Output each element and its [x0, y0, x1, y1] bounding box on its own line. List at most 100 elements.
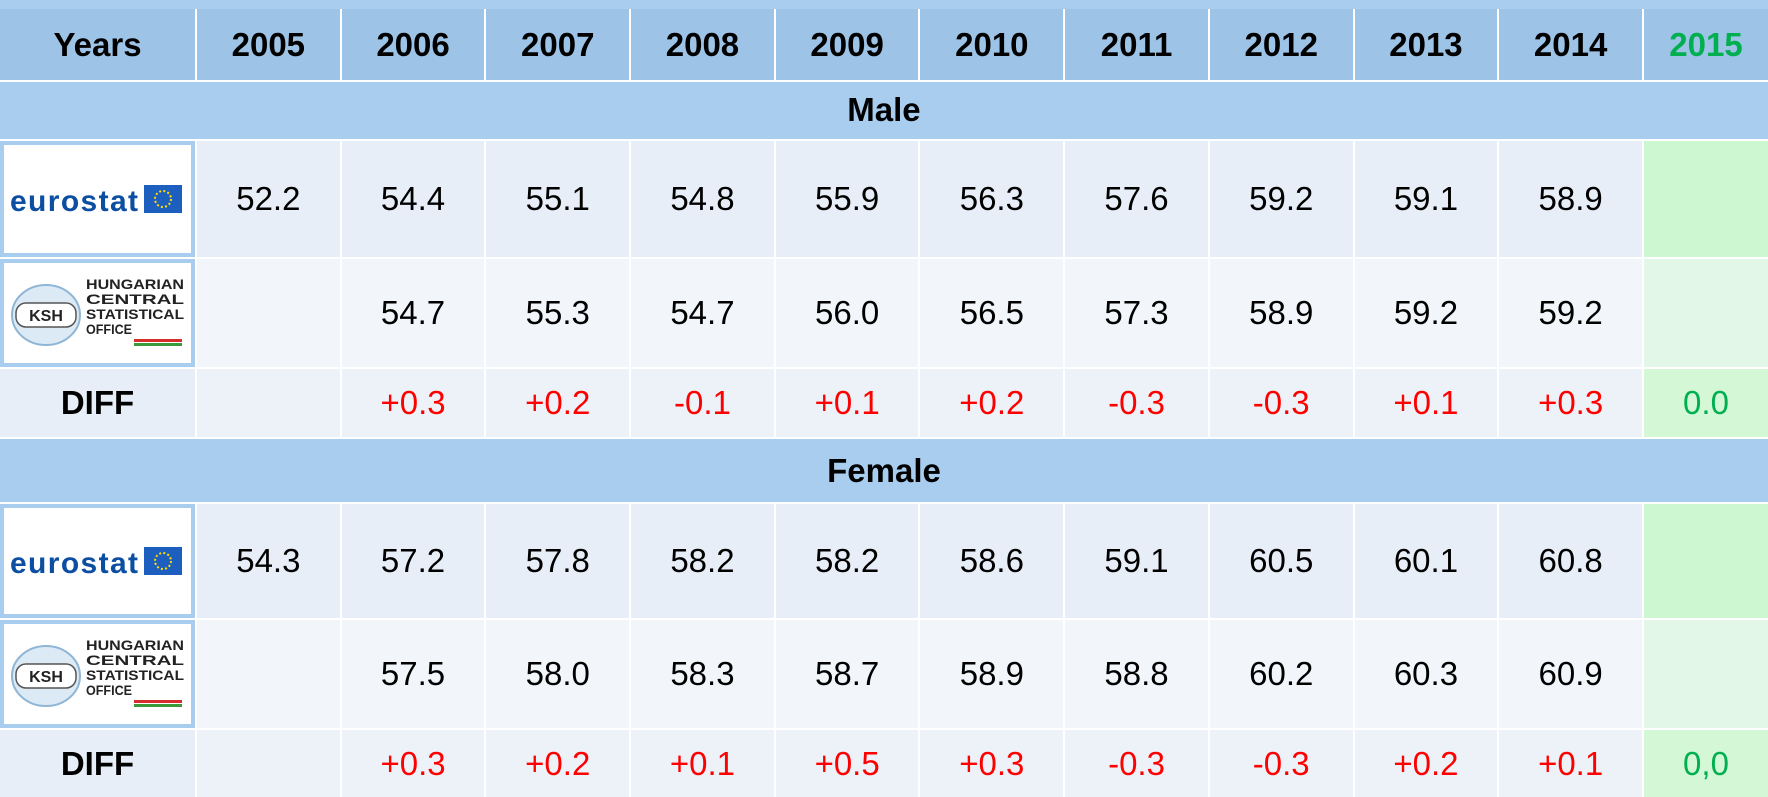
ksh-line: STATISTICAL: [86, 667, 184, 683]
logo-text: eurostat: [10, 547, 138, 580]
value-cell: +0.2: [486, 730, 630, 797]
value-cell: 52.2: [197, 140, 340, 257]
value-cell: +0.1: [1499, 730, 1642, 797]
logo-text: eurostat: [10, 185, 138, 218]
logo-cell: eurostat: [0, 140, 195, 257]
value-cell: 58.7: [775, 620, 919, 729]
value-cell: -0.1: [631, 368, 774, 438]
value-cell: +0.3: [920, 730, 1064, 797]
value-cell: +0.1: [631, 730, 774, 797]
header-cell: 2010: [920, 9, 1064, 81]
value-cell: 58.2: [775, 504, 919, 619]
value-cell: 60.1: [1354, 504, 1498, 619]
value-cell: +0.2: [1354, 730, 1498, 797]
value-cell: 56.3: [920, 140, 1064, 257]
ksh-line: OFFICE: [86, 682, 132, 698]
value-cell: 58.6: [920, 504, 1064, 619]
value-cell: 57.6: [1065, 140, 1208, 257]
value-cell: +0.5: [775, 730, 919, 797]
logo-cell: KSH HUNGARIAN CENTRAL STATISTICAL OFFICE: [0, 620, 195, 729]
eu-flag: [143, 547, 182, 576]
logo: KSH HUNGARIAN CENTRAL STATISTICAL OFFICE: [4, 624, 191, 725]
value-cell: 59.1: [1065, 504, 1208, 619]
header-cell: 2005: [197, 9, 340, 81]
value-cell: 58.8: [1065, 620, 1208, 729]
eu-stars: [153, 189, 172, 208]
logo-graphic: eurostat: [10, 184, 182, 218]
ksh-line: CENTRAL: [86, 652, 185, 668]
value-cell: 60.8: [1499, 504, 1642, 619]
value-cell: 55.3: [486, 258, 630, 367]
logo-cell: KSH HUNGARIAN CENTRAL STATISTICAL OFFICE: [0, 258, 195, 367]
value-cell: +0.3: [341, 368, 485, 438]
value-cell: 0,0: [1643, 730, 1768, 797]
logo: KSH HUNGARIAN CENTRAL STATISTICAL OFFICE: [4, 262, 191, 363]
value-cell: 56.5: [920, 258, 1064, 367]
value-cell: [197, 620, 340, 729]
value-cell: +0.1: [1354, 368, 1498, 438]
header-cell: 2013: [1354, 9, 1498, 81]
value-cell: 58.9: [1209, 258, 1353, 367]
section-title: Female: [0, 439, 1768, 503]
flag-stripe: [133, 342, 182, 346]
value-cell: -0.3: [1209, 368, 1353, 438]
value-cell: +0.1: [775, 368, 919, 438]
ksh-abbr: KSH: [29, 669, 63, 686]
eu-stars: [153, 552, 172, 571]
ksh-line: STATISTICAL: [86, 306, 184, 322]
value-cell: 58.0: [486, 620, 630, 729]
value-cell: -0.3: [1065, 730, 1208, 797]
header-cell: 2014: [1499, 9, 1642, 81]
value-cell: +0.3: [1499, 368, 1642, 438]
row-label: DIFF: [0, 368, 195, 438]
top-strip: [0, 0, 1768, 9]
logo-graphic: eurostat: [10, 547, 182, 580]
value-cell: [197, 258, 340, 367]
value-cell: 55.1: [486, 140, 630, 257]
value-cell: 54.7: [631, 258, 774, 367]
flag-stripe: [133, 704, 182, 708]
value-cell: 56.0: [775, 258, 919, 367]
ksh-badge: [14, 663, 77, 689]
header-cell: 2007: [486, 9, 630, 81]
ksh-line: OFFICE: [86, 321, 132, 337]
value-cell: 57.3: [1065, 258, 1208, 367]
value-cell: 57.5: [341, 620, 485, 729]
flag-stripe: [133, 338, 182, 342]
value-cell: 54.3: [197, 504, 340, 619]
value-cell: 58.9: [920, 620, 1064, 729]
header-cell: Years: [0, 9, 195, 81]
section-title: Male: [0, 82, 1768, 139]
value-cell: +0.2: [920, 368, 1064, 438]
header-cell: 2012: [1209, 9, 1353, 81]
table: Years 2005 2006 2007 2008 2009 2010 2011 2012 201…: [0, 9, 1768, 797]
header-cell: 2009: [775, 9, 919, 81]
value-cell: 58.9: [1499, 140, 1642, 257]
value-cell: [1643, 258, 1768, 367]
value-cell: 60.5: [1209, 504, 1353, 619]
ksh-line: HUNGARIAN: [86, 637, 184, 653]
value-cell: 0.0: [1643, 368, 1768, 438]
value-cell: 59.1: [1354, 140, 1498, 257]
value-cell: [197, 368, 340, 438]
value-cell: 59.2: [1499, 258, 1642, 367]
value-cell: 58.2: [631, 504, 774, 619]
ksh-badge: [14, 301, 77, 328]
header-cell: 2011: [1065, 9, 1208, 81]
value-cell: +0.2: [486, 368, 630, 438]
value-cell: [1643, 504, 1768, 619]
value-cell: [1643, 620, 1768, 729]
value-cell: 60.9: [1499, 620, 1642, 729]
header-cell: 2015: [1643, 9, 1768, 81]
value-cell: 54.7: [341, 258, 485, 367]
value-cell: 59.2: [1209, 140, 1353, 257]
row-label: DIFF: [0, 730, 195, 797]
ksh-line: HUNGARIAN: [86, 276, 184, 292]
value-cell: 54.4: [341, 140, 485, 257]
value-cell: [197, 730, 340, 797]
value-cell: -0.3: [1209, 730, 1353, 797]
flag-stripe: [133, 700, 182, 704]
